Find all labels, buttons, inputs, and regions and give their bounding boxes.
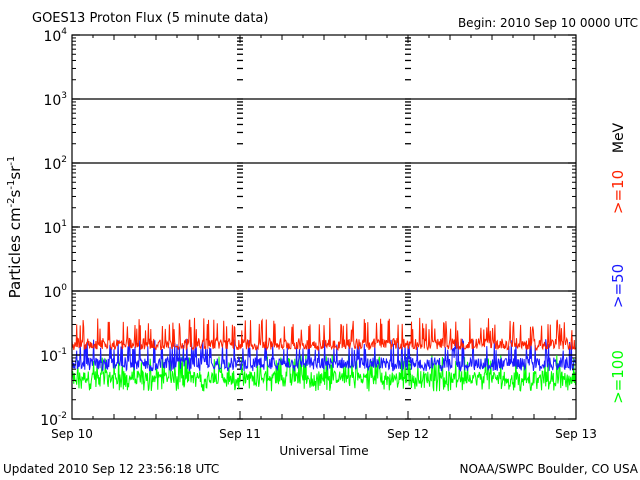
grid-lines (72, 98, 576, 356)
y-tick-label: 100 (43, 283, 67, 301)
updated-timestamp: Updated 2010 Sep 12 23:56:18 UTC (3, 462, 219, 476)
x-tick-label: Sep 11 (219, 427, 261, 441)
y-tick-label: 103 (43, 91, 67, 109)
credit-label: NOAA/SWPC Boulder, CO USA (460, 462, 639, 476)
series-line-ge10mev (71, 317, 577, 352)
legend-series-10mev: >=10 (609, 170, 627, 214)
legend: MeV >=10 >=50 >=100 (609, 122, 627, 403)
y-axis: 10-2 10-1 100 101 102 103 104 (40, 27, 576, 429)
y-tick-label: 104 (43, 27, 67, 45)
y-tick-label: 10-2 (40, 411, 67, 429)
y-tick-label: 10-1 (40, 347, 67, 365)
x-tick-label: Sep 13 (555, 427, 597, 441)
y-tick-label: 102 (43, 155, 67, 173)
x-axis: Sep 10 Sep 11 Sep 12 Sep 13 (51, 35, 597, 441)
legend-series-50mev: >=50 (609, 264, 627, 308)
y-tick-label: 101 (43, 219, 67, 237)
series-layer (71, 317, 577, 392)
series-line-ge50mev (71, 338, 577, 372)
begin-label: Begin: 2010 Sep 10 0000 UTC (458, 16, 638, 30)
x-tick-label: Sep 10 (51, 427, 93, 441)
x-axis-label: Universal Time (279, 444, 368, 458)
day-separator (405, 37, 411, 420)
y-axis-label: Particles cm-2s-1sr-1 (6, 156, 24, 299)
x-tick-label: Sep 12 (387, 427, 429, 441)
chart-title: GOES13 Proton Flux (5 minute data) (32, 11, 268, 26)
legend-unit: MeV (611, 122, 627, 153)
legend-series-100mev: >=100 (609, 350, 627, 404)
